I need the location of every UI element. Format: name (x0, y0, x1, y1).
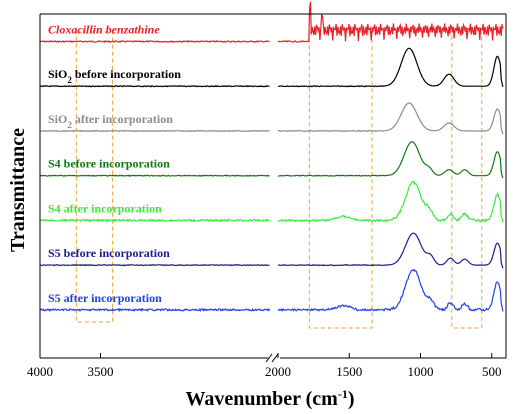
x-tick-label-1000: 1000 (408, 364, 434, 379)
spectra-traces (39, 1, 504, 313)
x-tick-label-3500: 3500 (88, 364, 114, 379)
trace-1-seg-2 (277, 1, 504, 43)
trace-4-seg-1 (39, 174, 270, 177)
x-axis-title: Wavenumber (cm-1) (185, 387, 354, 410)
trace-3-seg-2 (277, 102, 504, 135)
axis-break-mark-2 (271, 353, 279, 363)
series-label-2: SiO2 before incorporation (48, 67, 181, 85)
trace-6-seg-1 (39, 263, 270, 267)
highlight-box-3 (451, 31, 483, 329)
series-label-5: S4 after incorporation (48, 201, 162, 215)
highlight-box-2 (308, 31, 373, 329)
x-tick-label-4000: 4000 (27, 364, 53, 379)
series-labels: Cloxacillin benzathine SiO2 before incorp… (48, 23, 181, 305)
trace-7-seg-1 (39, 307, 271, 313)
trace-3-seg-1 (39, 129, 270, 133)
trace-5-seg-2 (277, 180, 504, 223)
series-label-6: S5 before incorporation (48, 246, 170, 260)
highlight-box-1 (75, 31, 114, 323)
axes (39, 13, 507, 363)
x-tick-label-500: 500 (482, 364, 502, 379)
trace-6-seg-2 (277, 232, 504, 269)
x-ticks: 4000 3500 2000 1500 1000 500 (27, 353, 502, 379)
x-tick-label-2000: 2000 (265, 364, 291, 379)
series-label-4: S4 before incorporation (48, 157, 170, 171)
series-label-7: S5 after incorporation (48, 291, 162, 305)
trace-5-seg-1 (39, 218, 270, 223)
trace-7-seg-2 (277, 268, 504, 312)
trace-2-seg-2 (277, 47, 504, 88)
trace-1-seg-1 (39, 40, 270, 44)
y-axis-title: Transmittance (7, 128, 29, 252)
trace-2-seg-1 (39, 85, 270, 88)
trace-4-seg-2 (277, 141, 504, 179)
series-label-1: Cloxacillin benzathine (48, 23, 160, 37)
x-tick-label-1500: 1500 (336, 364, 362, 379)
axis-break-mark-1 (265, 353, 273, 363)
series-label-3: SiO2 after incorporation (48, 112, 173, 130)
